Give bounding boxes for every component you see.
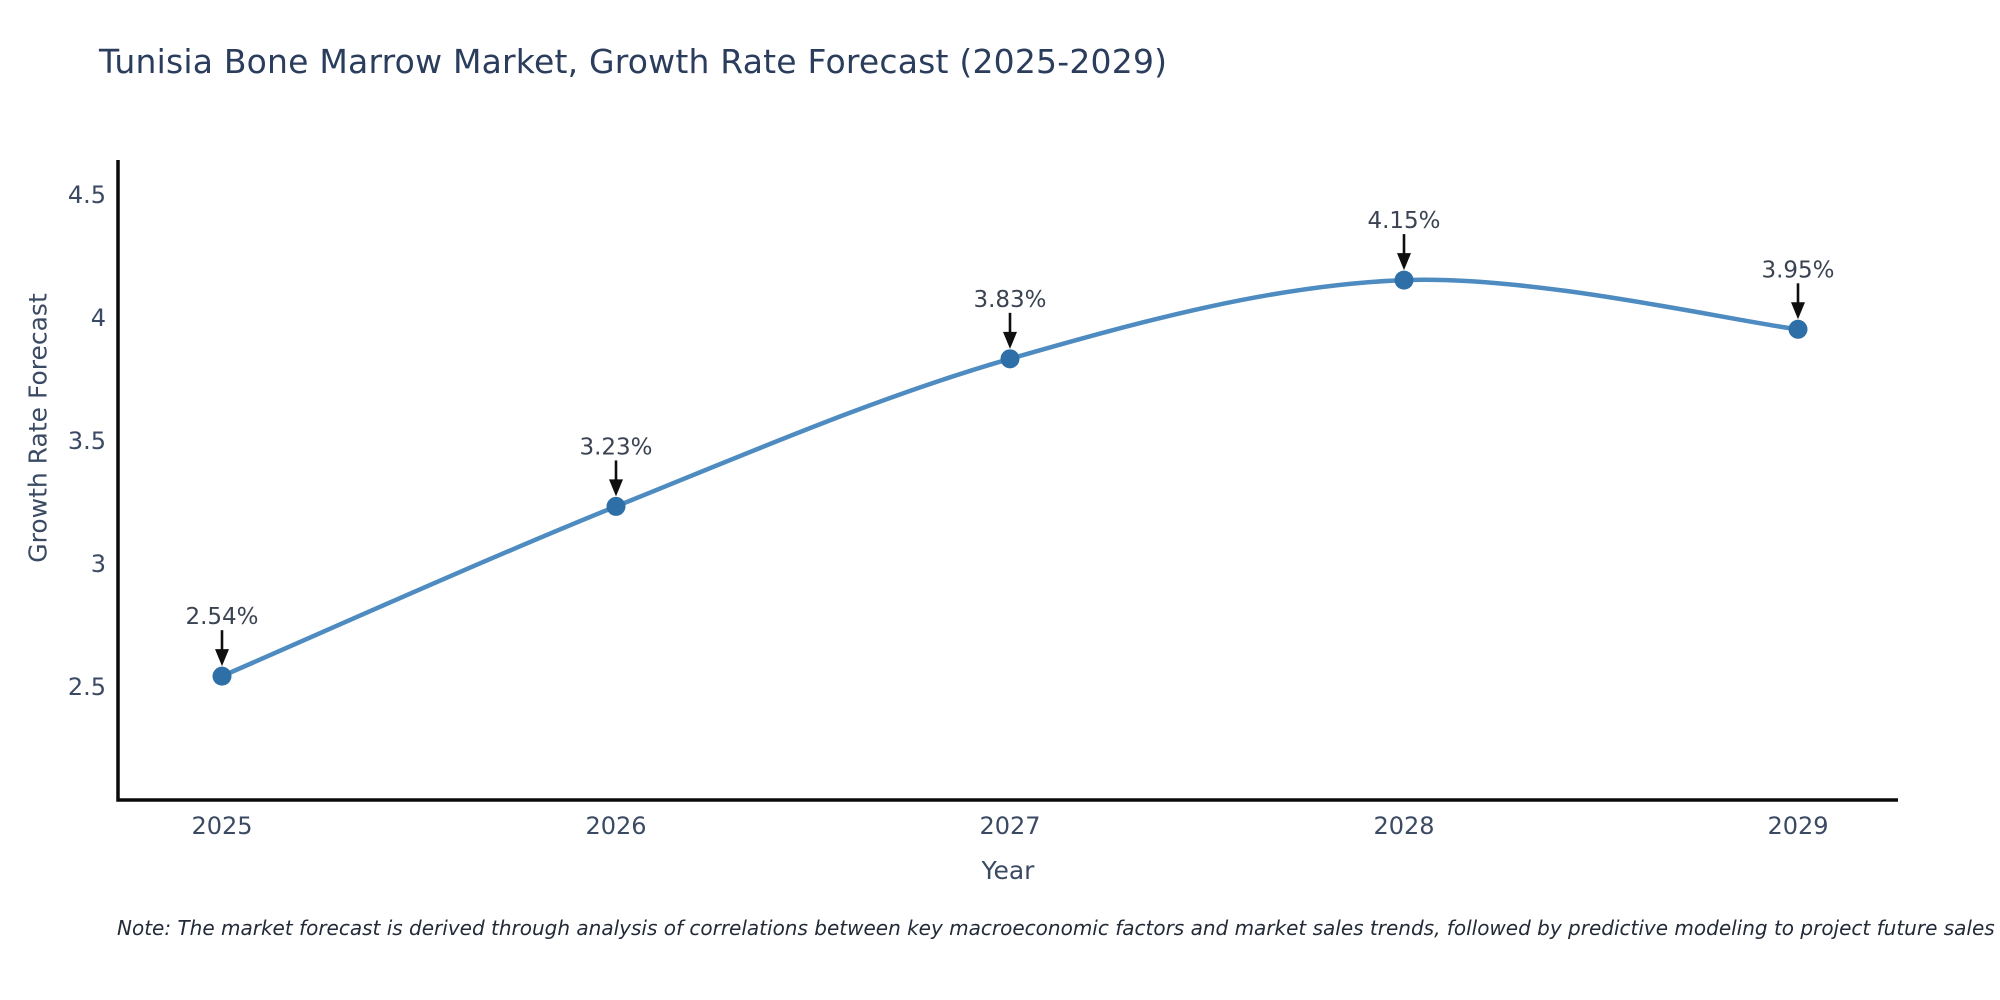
data-point-marker (212, 666, 232, 686)
x-tick-label: 2027 (979, 812, 1040, 840)
data-point-marker (1788, 319, 1808, 339)
data-label: 3.95% (1761, 257, 1834, 283)
y-tick-label: 4.5 (68, 181, 106, 209)
data-point-marker (1000, 349, 1020, 369)
data-label: 3.83% (973, 287, 1046, 313)
chart-title: Tunisia Bone Marrow Market, Growth Rate … (99, 42, 1168, 81)
annotation-arrow-head (215, 649, 229, 667)
annotation-arrow-head (609, 479, 623, 497)
y-tick-label: 2.5 (68, 673, 106, 701)
x-tick-label: 2029 (1767, 812, 1828, 840)
data-label: 3.23% (579, 434, 652, 460)
x-tick-label: 2026 (585, 812, 646, 840)
footnote: Note: The market forecast is derived thr… (117, 916, 1995, 940)
y-tick-label: 3 (91, 550, 106, 578)
data-label: 4.15% (1367, 208, 1440, 234)
data-point-marker (1394, 270, 1414, 290)
annotation-arrow-head (1397, 253, 1411, 271)
data-label: 2.54% (185, 604, 258, 630)
x-tick-label: 2025 (191, 812, 252, 840)
y-tick-label: 3.5 (68, 427, 106, 455)
annotation-arrow-head (1791, 302, 1805, 320)
y-tick-label: 4 (91, 304, 106, 332)
data-point-marker (606, 496, 626, 516)
x-axis-title: Year (981, 856, 1035, 885)
axis-lines (116, 160, 1898, 802)
x-tick-label: 2028 (1373, 812, 1434, 840)
annotation-arrow-head (1003, 331, 1017, 349)
